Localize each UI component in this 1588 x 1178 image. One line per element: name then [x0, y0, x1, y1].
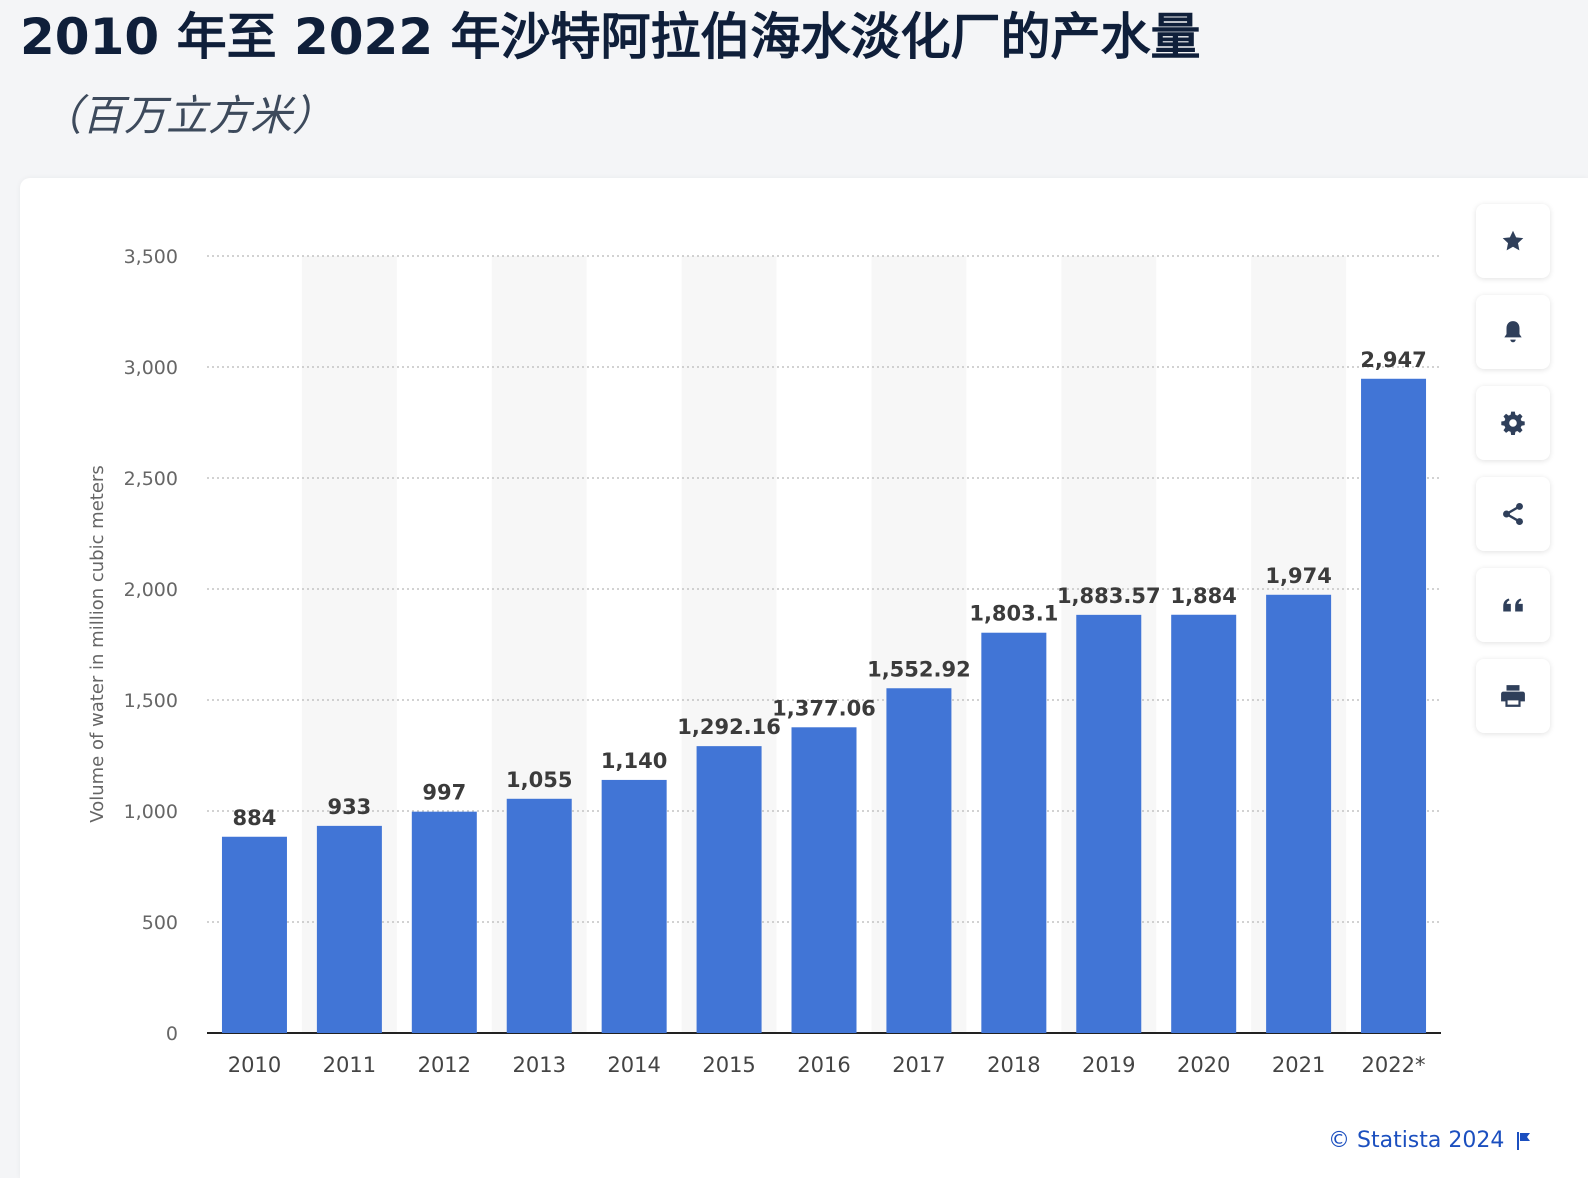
- x-tick-label: 2022*: [1362, 1053, 1426, 1077]
- quote-icon: [1503, 598, 1523, 612]
- statista-credit[interactable]: © Statista 2024: [1328, 1128, 1532, 1153]
- bar: [791, 727, 857, 1033]
- notification-button[interactable]: [1476, 295, 1550, 369]
- data-label: 1,292.16: [677, 715, 781, 739]
- x-tick-label: 2018: [987, 1053, 1040, 1077]
- page-subtitle: （百万立方米）: [40, 91, 335, 140]
- print-button[interactable]: [1476, 659, 1550, 733]
- bar: [601, 779, 667, 1033]
- share-icon: [1503, 502, 1523, 526]
- page-title: 2010 年至 2022 年沙特阿拉伯海水淡化厂的产水量: [20, 8, 1201, 66]
- x-tick-label: 2017: [892, 1053, 945, 1077]
- y-tick-label: 0: [166, 1023, 178, 1045]
- data-label: 1,883.57: [1057, 584, 1161, 608]
- x-tick-label: 2015: [702, 1053, 755, 1077]
- y-tick-label: 3,000: [124, 357, 178, 379]
- data-label: 1,884: [1170, 584, 1236, 608]
- bell-icon: [1504, 321, 1522, 343]
- data-label: 884: [233, 806, 277, 830]
- y-tick-label: 2,500: [124, 468, 178, 490]
- bar-chart: 0 500 1,000 1,500 2,000 2,500 3,000 3,500 Volume…: [87, 246, 1441, 1077]
- y-tick-label: 2,000: [124, 579, 178, 601]
- data-label: 1,055: [506, 768, 572, 792]
- bar: [316, 825, 382, 1033]
- x-tick-label: 2013: [513, 1053, 566, 1077]
- data-label: 1,974: [1265, 564, 1331, 588]
- bar: [1361, 378, 1427, 1033]
- y-tick-label: 500: [142, 912, 178, 934]
- x-tick-label: 2020: [1177, 1053, 1230, 1077]
- data-label: 1,552.92: [867, 657, 971, 681]
- bar: [981, 632, 1047, 1033]
- bar: [221, 836, 287, 1033]
- y-tick-label: 1,000: [124, 801, 178, 823]
- x-tick-label: 2021: [1272, 1053, 1325, 1077]
- settings-button[interactable]: [1476, 386, 1550, 460]
- x-tick-label: 2019: [1082, 1053, 1135, 1077]
- data-label: 2,947: [1360, 348, 1426, 372]
- flag-icon[interactable]: [1516, 1131, 1532, 1151]
- x-tick-label: 2011: [323, 1053, 376, 1077]
- x-tick-label: 2010: [228, 1053, 281, 1077]
- y-axis-title: Volume of water in million cubic meters: [87, 465, 108, 822]
- credit-text[interactable]: © Statista 2024: [1328, 1128, 1505, 1153]
- gear-icon: [1501, 411, 1525, 436]
- x-tick-label: 2014: [607, 1053, 660, 1077]
- bar: [886, 688, 952, 1033]
- data-label: 1,377.06: [772, 696, 876, 720]
- bar: [411, 811, 477, 1033]
- cite-button[interactable]: [1476, 568, 1550, 642]
- bar: [506, 798, 572, 1033]
- print-icon: [1501, 685, 1525, 707]
- favorite-button[interactable]: [1476, 204, 1550, 278]
- bar: [1171, 614, 1237, 1033]
- bar: [1076, 614, 1142, 1033]
- data-label: 1,803.1: [969, 602, 1058, 626]
- data-label: 933: [327, 795, 371, 819]
- chart-card: 0 500 1,000 1,500 2,000 2,500 3,000 3,500 Volume…: [20, 178, 1588, 1178]
- data-label: 997: [422, 781, 466, 805]
- bar: [1266, 594, 1332, 1033]
- star-icon: [1502, 230, 1524, 251]
- x-tick-label: 2016: [797, 1053, 850, 1077]
- share-button[interactable]: [1476, 477, 1550, 551]
- x-tick-label: 2012: [418, 1053, 471, 1077]
- bar: [696, 746, 762, 1033]
- y-tick-label: 3,500: [124, 246, 178, 268]
- data-label: 1,140: [601, 749, 667, 773]
- y-tick-label: 1,500: [124, 690, 178, 712]
- chart-toolbar: [1476, 204, 1550, 750]
